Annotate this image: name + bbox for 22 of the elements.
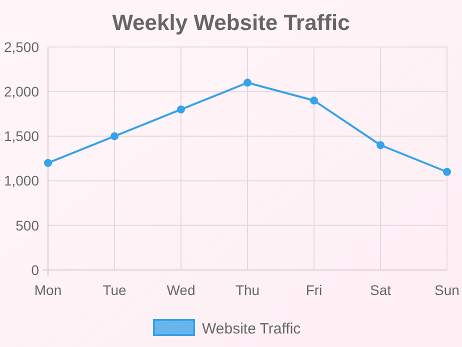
point (244, 78, 252, 87)
x-tick-label: Mon (34, 282, 62, 298)
y-tick-label: 2,500 (4, 38, 40, 55)
x-tick-label: Fri (306, 282, 322, 298)
x-tick-label: Sun (434, 282, 460, 298)
y-tick-label: 0 (31, 262, 40, 278)
point (110, 132, 118, 140)
point (44, 158, 52, 167)
x-tick-label: Thu (235, 282, 260, 298)
point (177, 105, 185, 114)
legend-label: Website Traffic (202, 320, 302, 338)
y-tick-label: 1,000 (4, 172, 40, 189)
chart-title: Weekly Website Traffic (112, 10, 350, 35)
x-tick-label: Sat (370, 282, 392, 298)
point (376, 141, 384, 150)
point (443, 168, 451, 176)
y-tick-label: 500 (16, 217, 40, 234)
x-tick-label: Tue (102, 282, 127, 298)
x-tick-label: Wed (166, 282, 196, 298)
y-tick-label: 2,000 (4, 84, 40, 100)
y-tick-label: 1,500 (4, 128, 40, 144)
point (310, 96, 318, 105)
